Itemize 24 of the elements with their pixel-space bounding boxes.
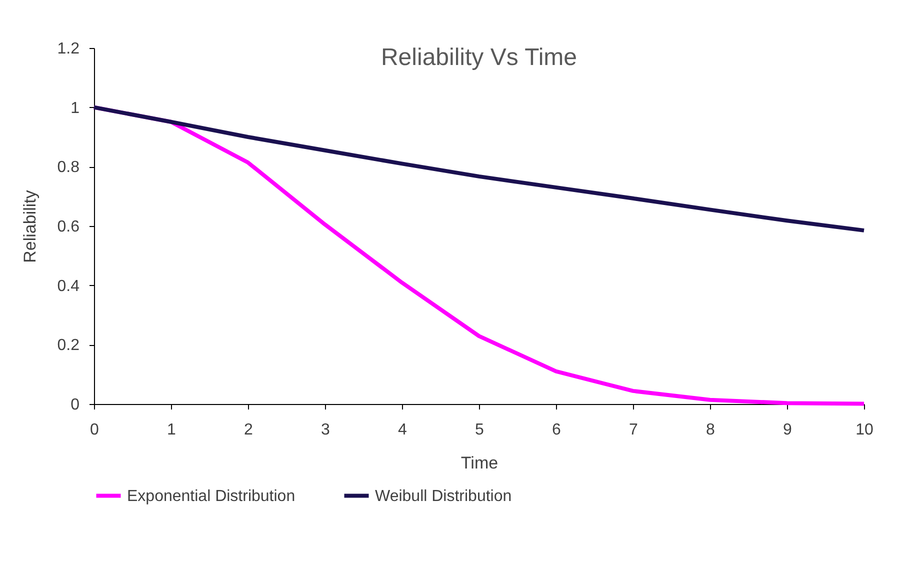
y-tick-label: 1.2 bbox=[57, 40, 80, 58]
x-tick-label: 10 bbox=[856, 422, 874, 438]
x-tick-label: 3 bbox=[321, 422, 330, 438]
line-series bbox=[92, 105, 866, 232]
y-tick-label: 0 bbox=[70, 396, 80, 414]
legend-label: Exponential Distribution bbox=[127, 488, 296, 505]
x-tick-label: 6 bbox=[552, 422, 562, 438]
x-tick-label: 1 bbox=[167, 422, 176, 438]
y-tick-label: 0.4 bbox=[57, 278, 80, 295]
y-tick-label: 0.8 bbox=[57, 159, 80, 176]
y-axis-title: Reliability bbox=[20, 190, 40, 263]
x-tick-label: 4 bbox=[398, 422, 408, 438]
x-tick-label: 0 bbox=[90, 422, 100, 438]
y-tick-label: 1 bbox=[70, 100, 80, 117]
x-tick-label: 2 bbox=[244, 422, 254, 438]
x-tick-label: 5 bbox=[475, 422, 484, 438]
x-axis-title: Time bbox=[460, 454, 498, 472]
y-tick-label: 0.6 bbox=[57, 218, 80, 236]
x-tick-label: 7 bbox=[629, 422, 638, 438]
chart-title: Reliability Vs Time bbox=[380, 44, 578, 71]
x-tick-label: 8 bbox=[706, 422, 716, 438]
x-tick-label: 9 bbox=[783, 422, 792, 438]
y-tick-label: 0.2 bbox=[57, 337, 80, 354]
legend-label: Weibull Distribution bbox=[375, 488, 512, 505]
